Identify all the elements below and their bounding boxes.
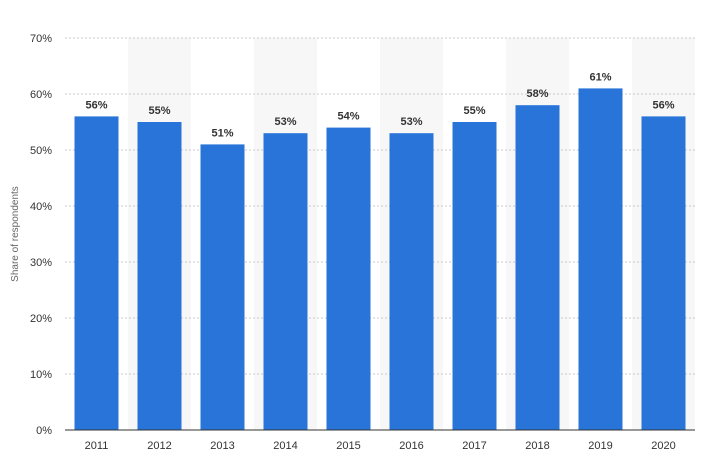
bar[interactable] — [578, 88, 623, 431]
x-tick-label: 2019 — [588, 440, 612, 452]
bar[interactable] — [452, 122, 497, 430]
bar-value-label: 55% — [148, 105, 170, 117]
bar-value-label: 56% — [652, 99, 674, 111]
x-tick-label: 2016 — [399, 440, 423, 452]
y-tick-label: 10% — [30, 369, 52, 381]
bar[interactable] — [74, 116, 119, 431]
bar[interactable] — [515, 105, 560, 430]
bar-value-labels: 56% 55% 51% 53% 54% 53% 55% 58% 61% 56% — [85, 71, 674, 139]
x-tick-label: 2018 — [525, 440, 549, 452]
y-tick-label: 30% — [30, 257, 52, 269]
bar[interactable] — [641, 116, 686, 431]
x-tick-label: 2020 — [651, 440, 675, 452]
x-tick-label: 2011 — [85, 440, 109, 452]
y-tick-label: 60% — [30, 89, 52, 101]
bar-value-label: 61% — [589, 71, 611, 83]
x-tick-label: 2014 — [273, 440, 297, 452]
y-axis-ticks: 0% 10% 20% 30% 40% 50% 60% 70% — [30, 33, 52, 437]
bar[interactable] — [137, 122, 182, 430]
x-tick-label: 2013 — [210, 440, 234, 452]
x-tick-label: 2015 — [336, 440, 360, 452]
bar[interactable] — [200, 144, 245, 430]
bar-value-label: 53% — [400, 116, 422, 128]
y-tick-label: 40% — [30, 201, 52, 213]
bar[interactable] — [389, 133, 434, 430]
y-tick-label: 20% — [30, 313, 52, 325]
bar-value-label: 53% — [274, 116, 296, 128]
bar-value-label: 51% — [211, 127, 233, 139]
bar-value-label: 54% — [337, 111, 359, 123]
bar[interactable] — [326, 127, 371, 430]
bar-value-label: 58% — [526, 88, 548, 100]
x-axis-ticks: 2011 2012 2013 2014 2015 2016 2017 2018 2019 2020 — [85, 440, 676, 452]
bar-value-label: 56% — [85, 99, 107, 111]
x-tick-label: 2012 — [147, 440, 171, 452]
x-tick-label: 2017 — [462, 440, 486, 452]
bar-value-label: 55% — [463, 105, 485, 117]
y-tick-label: 0% — [36, 425, 52, 437]
bars — [74, 88, 686, 431]
y-tick-label: 50% — [30, 145, 52, 157]
y-axis-title: Share of respondents — [10, 186, 21, 282]
bar[interactable] — [263, 133, 308, 430]
y-tick-label: 70% — [30, 33, 52, 45]
